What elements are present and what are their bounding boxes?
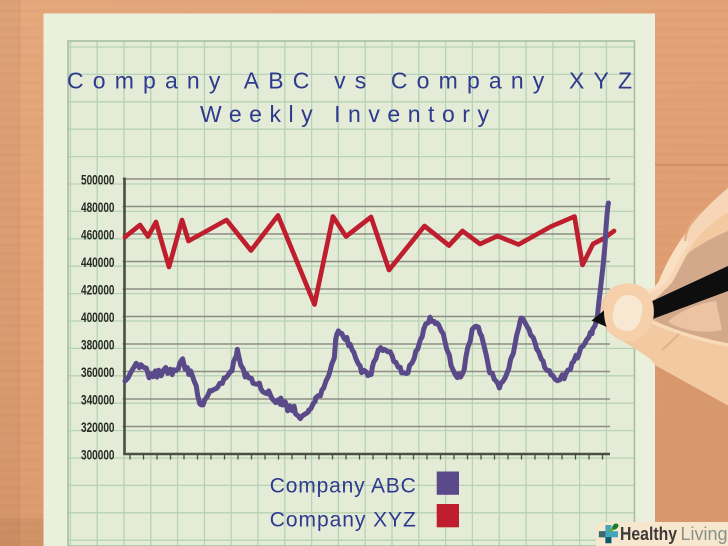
svg-text:Healthy: Healthy — [620, 524, 677, 544]
svg-text:Company XYZ: Company XYZ — [270, 509, 416, 532]
svg-text:400000: 400000 — [81, 309, 115, 325]
svg-text:420000: 420000 — [81, 282, 115, 298]
svg-text:460000: 460000 — [81, 227, 115, 243]
svg-text:480000: 480000 — [81, 199, 115, 215]
svg-text:440000: 440000 — [81, 254, 115, 270]
svg-text:500000: 500000 — [81, 172, 115, 188]
svg-text:380000: 380000 — [81, 337, 115, 353]
svg-text:360000: 360000 — [81, 364, 115, 380]
svg-text:Company ABC: Company ABC — [270, 475, 416, 498]
svg-text:340000: 340000 — [81, 392, 115, 408]
svg-text:Living: Living — [681, 524, 728, 544]
svg-text:320000: 320000 — [81, 419, 115, 435]
svg-text:300000: 300000 — [81, 447, 115, 463]
